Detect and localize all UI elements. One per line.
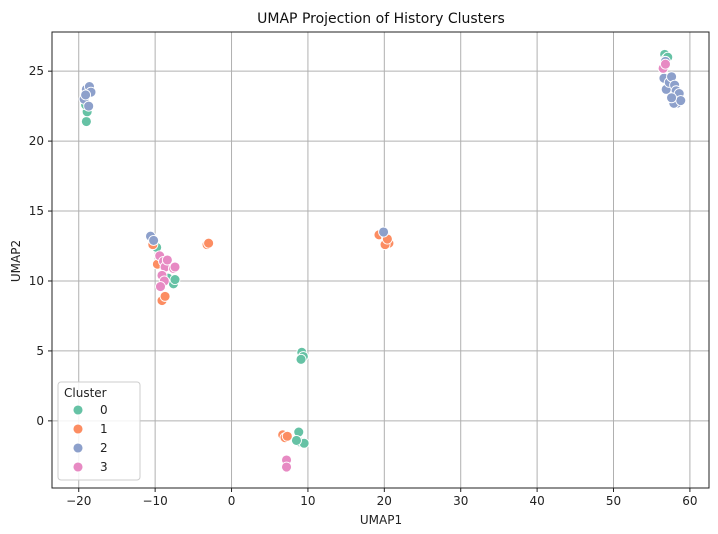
data-point-cluster-3 — [161, 254, 173, 266]
data-point-cluster-2 — [675, 95, 687, 106]
legend-label-cluster-2: 2 — [100, 441, 108, 455]
x-tick-label: −10 — [142, 494, 167, 508]
x-tick-label: 10 — [300, 494, 315, 508]
y-tick-label: 10 — [29, 274, 44, 288]
y-tick-label: 5 — [36, 344, 44, 358]
data-point-cluster-2 — [83, 100, 95, 112]
data-point-cluster-0 — [291, 434, 302, 446]
data-point-cluster-2 — [80, 89, 92, 101]
chart-title: UMAP Projection of History Clusters — [257, 11, 505, 27]
data-points — [78, 48, 687, 473]
y-axis-label: UMAP2 — [9, 240, 23, 282]
data-point-cluster-2 — [148, 234, 160, 246]
plot-frame — [51, 31, 710, 489]
y-tick-label: 25 — [29, 64, 44, 78]
y-tick-label: 15 — [29, 204, 44, 218]
legend-label-cluster-1: 1 — [100, 422, 108, 436]
data-point-cluster-2 — [378, 226, 390, 238]
y-tick-label: 0 — [36, 414, 44, 428]
data-point-cluster-1 — [159, 290, 171, 302]
plot-area — [52, 32, 709, 488]
x-axis-label: UMAP1 — [360, 513, 402, 527]
data-point-cluster-3 — [169, 261, 181, 273]
legend-marker-cluster-1 — [72, 423, 84, 435]
data-point-cluster-3 — [281, 461, 292, 473]
legend-label-cluster-3: 3 — [100, 460, 108, 474]
legend-title: Cluster — [64, 386, 107, 400]
data-point-cluster-3 — [155, 281, 166, 293]
legend: Cluster 0 1 2 3 — [57, 381, 141, 481]
legend-label-cluster-0: 0 — [100, 403, 108, 417]
data-point-cluster-1 — [281, 430, 293, 442]
data-point-cluster-0 — [80, 116, 92, 127]
x-tick-label: 0 — [228, 494, 236, 508]
data-point-cluster-1 — [203, 237, 215, 249]
x-tick-label: 60 — [682, 494, 697, 508]
x-tick-label: 20 — [377, 494, 392, 508]
x-tick-label: 30 — [453, 494, 468, 508]
y-tick-label: 20 — [29, 134, 44, 148]
data-point-cluster-2 — [666, 92, 678, 104]
x-tick-label: 40 — [529, 494, 544, 508]
legend-entries: 0 1 2 3 — [72, 403, 108, 474]
legend-marker-cluster-3 — [72, 461, 84, 473]
x-tick-label: 50 — [606, 494, 621, 508]
data-point-cluster-3 — [660, 58, 671, 70]
data-point-cluster-0 — [169, 274, 181, 286]
x-tick-label: −20 — [66, 494, 91, 508]
legend-marker-cluster-0 — [72, 404, 84, 416]
legend-marker-cluster-2 — [72, 442, 84, 454]
data-point-cluster-0 — [295, 353, 307, 365]
